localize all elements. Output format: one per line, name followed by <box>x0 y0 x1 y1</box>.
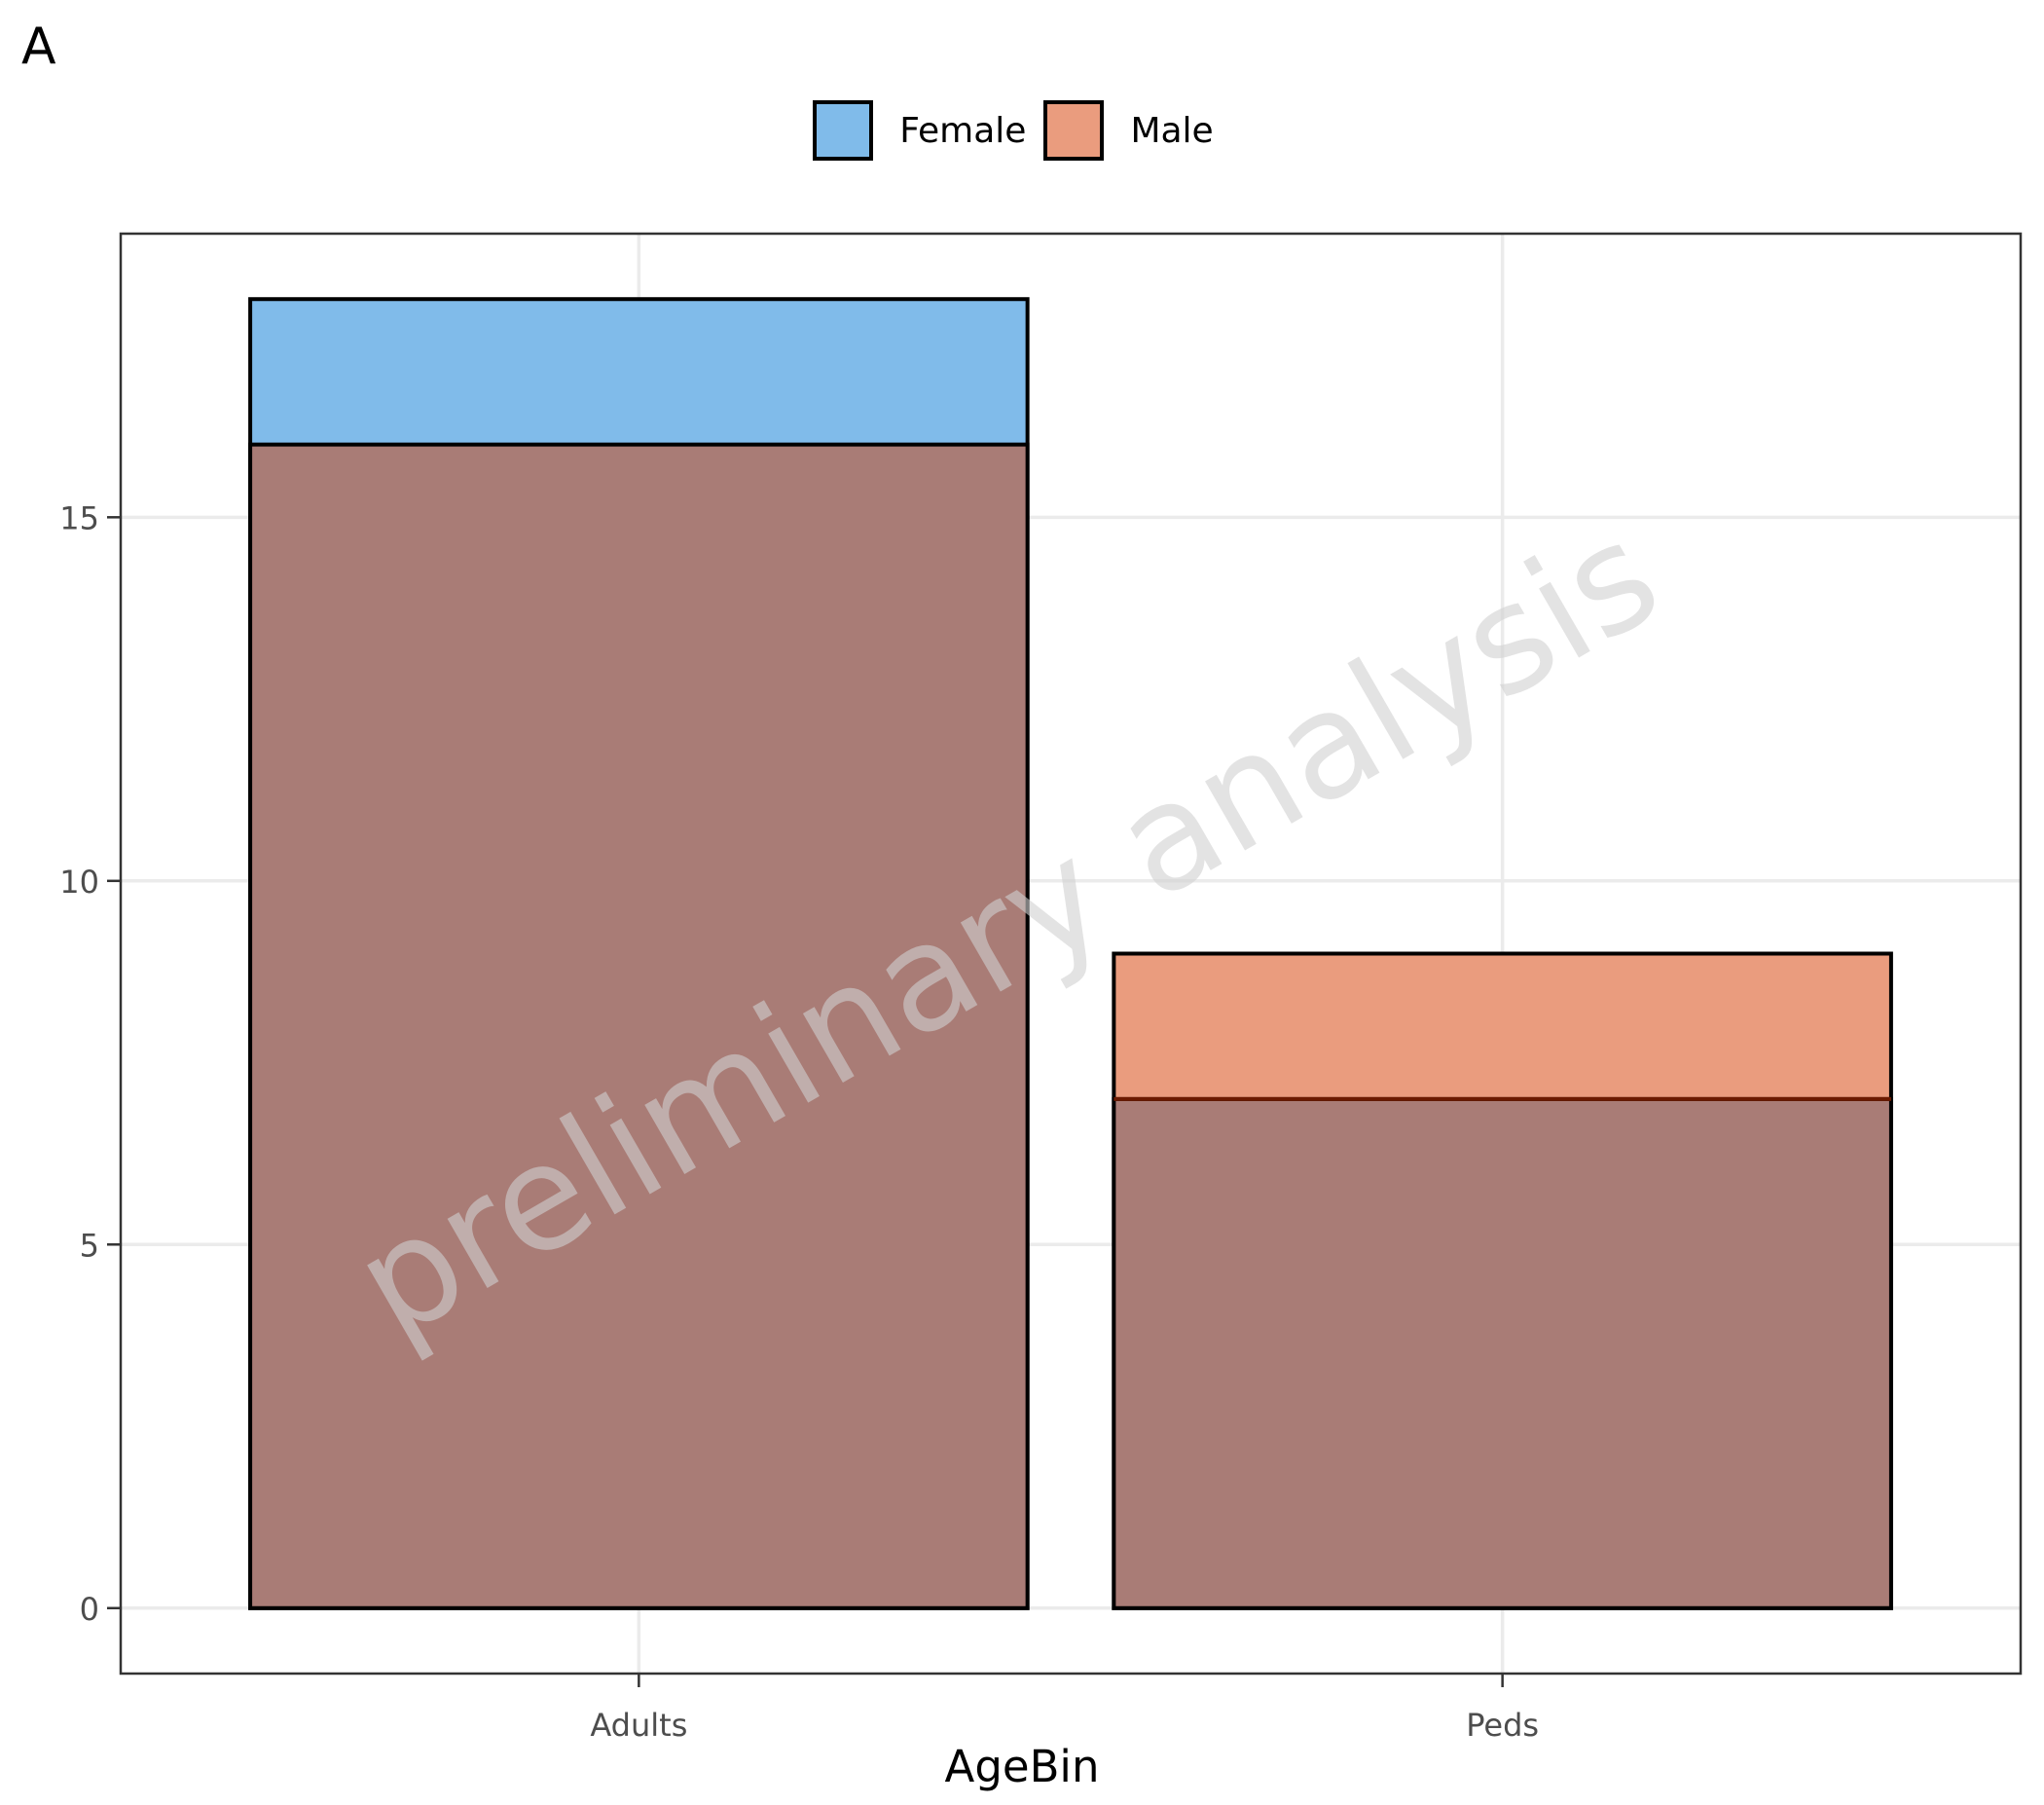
legend-swatch-male <box>1043 100 1105 161</box>
legend-label-male: Male <box>1130 110 1214 151</box>
y-tick-label: 10 <box>59 864 99 901</box>
x-tick-label: Adults <box>590 1707 687 1744</box>
y-tick-label: 15 <box>59 499 99 536</box>
panel-border <box>119 232 2023 1676</box>
bars-layer <box>248 297 1893 1610</box>
legend-item-female: Female <box>813 100 1036 161</box>
y-tick-label: 5 <box>80 1227 99 1264</box>
x-tick-label: Peds <box>1466 1707 1539 1744</box>
x-axis-title: AgeBin <box>944 1741 1100 1792</box>
legend: Female Male <box>0 95 2044 166</box>
panel-tag: A <box>21 18 56 76</box>
y-tick-label: 0 <box>80 1591 99 1628</box>
legend-label-female: Female <box>899 110 1027 151</box>
legend-item-male: Male <box>1043 100 1223 161</box>
axes-layer: 0 5 10 15 Adults Peds <box>59 232 2023 1744</box>
legend-swatch-female <box>813 100 874 161</box>
bar-female <box>1112 1096 1893 1610</box>
bar-male <box>248 442 1030 1610</box>
